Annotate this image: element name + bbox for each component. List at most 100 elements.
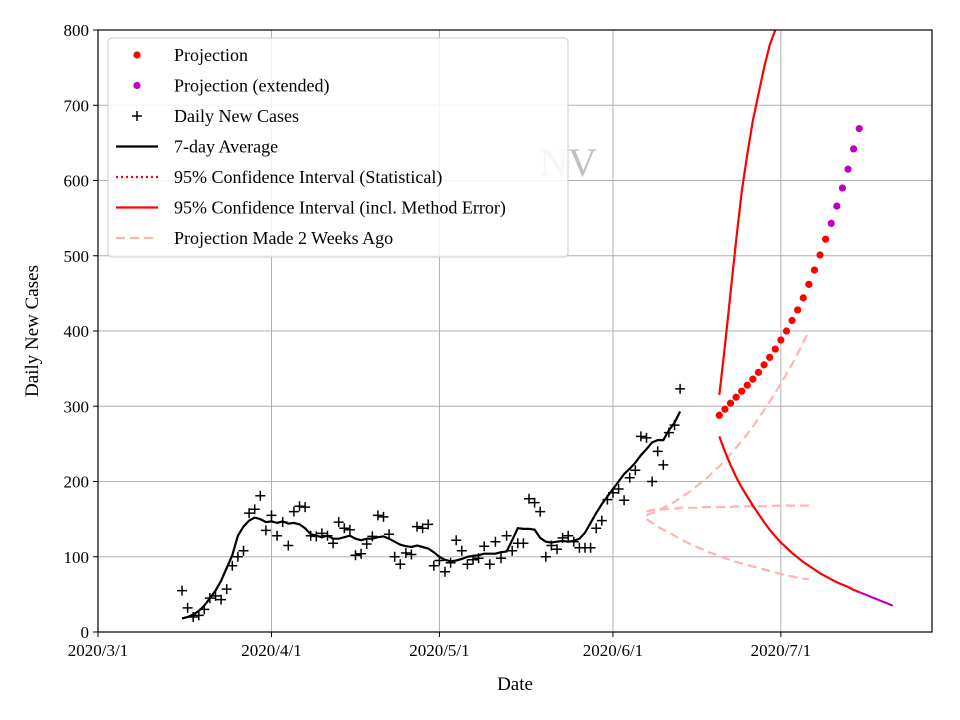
projection-point: [732, 393, 740, 401]
daily-cases-marker: [535, 506, 546, 517]
daily-cases-marker: [546, 540, 557, 551]
legend-label: 95% Confidence Interval (incl. Method Er…: [174, 198, 506, 219]
y-tick-label: 200: [64, 473, 90, 492]
daily-cases-marker: [647, 476, 658, 487]
axes: 2020/3/1 2020/4/1 2020/5/1 2020/6/1 2020/7/1…: [64, 21, 812, 660]
projection-point: [782, 327, 791, 335]
y-tick-label: 800: [64, 21, 90, 40]
projection-point: [788, 316, 796, 325]
daily-cases-marker: [585, 542, 596, 553]
daily-cases-marker: [540, 551, 551, 562]
legend-swatch-plus: [132, 111, 142, 121]
projection-point: [794, 306, 802, 314]
projection-extended-point: [827, 219, 835, 227]
projection-point: [810, 266, 819, 274]
daily-cases-marker: [434, 555, 445, 566]
y-tick-label: 0: [81, 623, 90, 642]
daily-cases-marker: [221, 584, 232, 595]
daily-cases-marker: [272, 530, 283, 541]
projection-point: [799, 294, 807, 302]
projection-point: [721, 405, 729, 413]
daily-cases-marker: [216, 594, 227, 605]
projection-point: [816, 251, 824, 259]
daily-cases-marker: [451, 535, 462, 546]
daily-cases-marker: [322, 530, 333, 541]
daily-cases-marker: [389, 551, 400, 562]
daily-cases-marker: [372, 510, 383, 521]
legend-label: 95% Confidence Interval (Statistical): [174, 167, 442, 188]
daily-cases-marker: [339, 523, 350, 534]
daily-cases-marker: [552, 544, 562, 555]
daily-cases-marker: [462, 559, 473, 570]
projection-point: [805, 280, 813, 288]
daily-cases-marker: [333, 517, 344, 528]
projection-point: [754, 368, 763, 376]
projection-extended-point: [838, 184, 847, 192]
daily-cases-marker: [445, 557, 456, 568]
daily-cases-marker: [378, 511, 389, 522]
daily-cases-marker: [518, 538, 529, 549]
daily-cases-marker: [428, 560, 439, 571]
projection-extended-point: [833, 202, 841, 210]
legend-label: Daily New Cases: [174, 106, 299, 126]
daily-cases-marker: [238, 545, 249, 556]
daily-cases-marker: [507, 545, 518, 556]
daily-cases-marker: [602, 494, 613, 505]
daily-cases-marker: [557, 532, 568, 543]
y-tick-label: 700: [64, 96, 90, 115]
projection-extended-point: [850, 145, 858, 153]
ci-extended-lower-line: [858, 591, 894, 607]
daily-cases-marker: [473, 553, 484, 564]
daily-cases-marker: [423, 519, 434, 530]
series-layer: [177, 30, 894, 622]
daily-cases-marker: [300, 502, 311, 513]
daily-cases-marker: [417, 523, 428, 534]
legend-label: Projection Made 2 Weeks Ago: [174, 228, 393, 248]
daily-cases-marker: [384, 529, 395, 540]
daily-cases-marker: [177, 585, 187, 596]
daily-cases-marker: [316, 528, 327, 539]
daily-cases-marker: [563, 530, 574, 541]
daily-cases-marker: [669, 420, 680, 431]
daily-cases-marker: [361, 539, 372, 549]
daily-cases-marker: [596, 515, 607, 526]
daily-cases-marker: [630, 465, 641, 476]
y-tick-label: 300: [64, 397, 90, 416]
daily-cases-marker: [608, 487, 618, 498]
daily-cases-marker: [249, 504, 260, 515]
daily-cases-marker: [204, 593, 215, 604]
legend-label: Projection: [174, 45, 248, 65]
daily-cases-marker: [260, 525, 271, 536]
projection-extended-point: [844, 165, 852, 173]
x-tick-label: 2020/5/1: [409, 641, 469, 660]
daily-cases-marker: [658, 459, 669, 470]
daily-cases-marker: [479, 541, 490, 552]
projection-extended-point: [855, 124, 863, 133]
daily-cases-marker: [288, 506, 299, 517]
y-axis-label: Daily New Cases: [22, 265, 43, 397]
projection-point: [822, 235, 830, 243]
daily-cases-marker: [456, 545, 467, 556]
daily-cases-marker: [193, 610, 204, 621]
daily-cases-marker: [227, 560, 238, 571]
legend-label: 7-day Average: [174, 137, 278, 157]
daily-cases-marker: [188, 612, 199, 622]
daily-cases-marker: [210, 590, 221, 601]
projection-2-weeks-ago-lower-band-line: [645, 518, 810, 581]
seven-day-average-line: [181, 411, 682, 620]
daily-cases-marker: [496, 553, 506, 564]
projection-point: [743, 381, 751, 389]
daily-cases-marker: [652, 446, 663, 457]
ci-method-upper-line: [718, 30, 777, 396]
x-tick-label: 2020/4/1: [241, 641, 301, 660]
daily-cases-marker: [367, 531, 378, 542]
daily-cases-marker: [524, 493, 534, 504]
x-tick-label: 2020/7/1: [751, 641, 811, 660]
projection-point: [715, 411, 723, 419]
daily-cases-marker: [619, 495, 630, 506]
daily-cases-marker: [350, 550, 361, 561]
daily-cases-marker: [568, 536, 579, 547]
x-tick-label: 2020/3/1: [68, 641, 128, 660]
projection-point: [760, 361, 768, 369]
legend: Projection Projection (extended) Daily New…: [107, 37, 569, 258]
